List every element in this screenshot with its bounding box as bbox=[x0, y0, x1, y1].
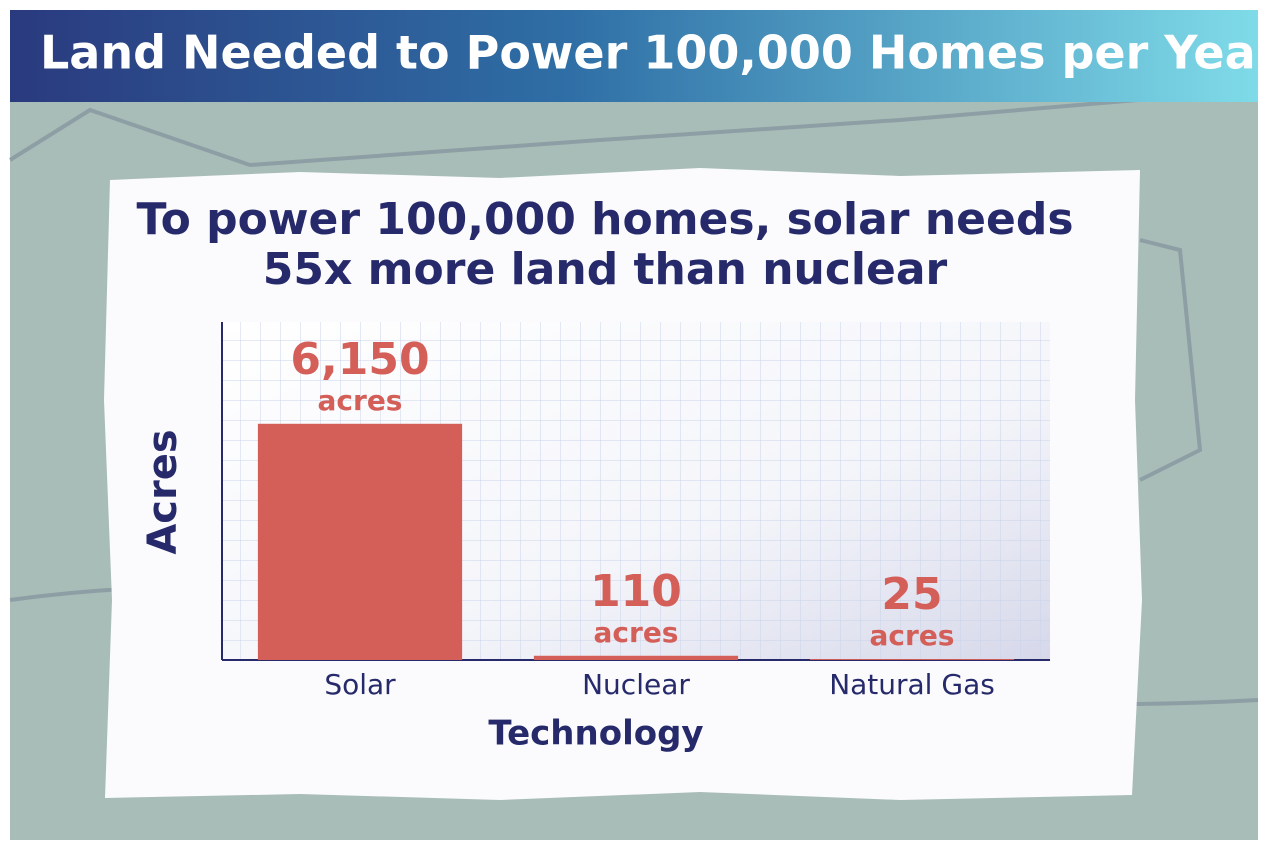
banner-title: Land Needed to Power 100,000 Homes per Y… bbox=[40, 26, 1268, 80]
bar bbox=[533, 655, 739, 660]
value-label: 25 bbox=[881, 569, 942, 620]
value-label: 6,150 bbox=[290, 334, 429, 385]
x-tick-label: Solar bbox=[324, 668, 396, 701]
banner bbox=[10, 10, 1258, 102]
x-tick-label: Nuclear bbox=[582, 668, 690, 701]
x-axis-label: Technology bbox=[488, 714, 703, 754]
x-tick-label: Natural Gas bbox=[829, 668, 995, 701]
y-axis-label: Acres bbox=[140, 429, 186, 554]
value-unit: acres bbox=[594, 616, 679, 649]
bar bbox=[257, 423, 463, 660]
bar bbox=[809, 659, 1015, 660]
chart-title: To power 100,000 homes, solar needs 55x m… bbox=[136, 194, 1073, 295]
value-unit: acres bbox=[318, 384, 403, 417]
value-label: 110 bbox=[590, 566, 682, 617]
value-unit: acres bbox=[870, 619, 955, 652]
